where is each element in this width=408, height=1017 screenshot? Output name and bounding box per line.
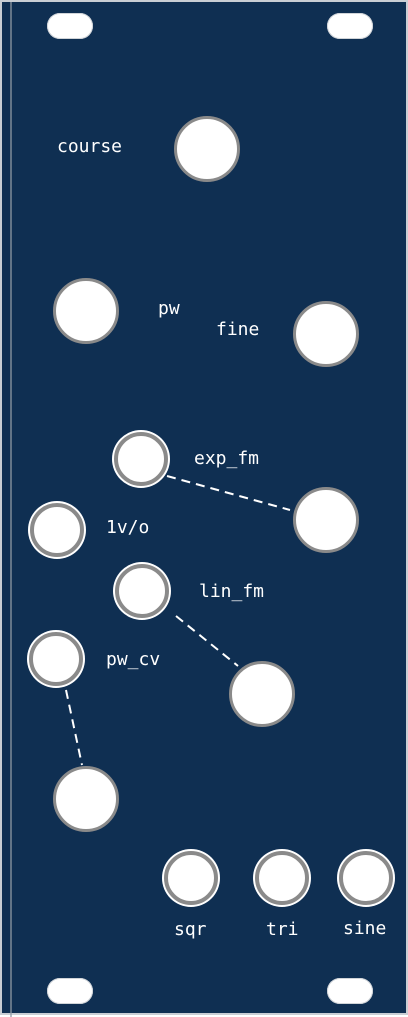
- fine-knob[interactable]: [293, 301, 359, 367]
- mounting-slot-bottom-right: [327, 978, 373, 1004]
- sine-output-jack[interactable]: [339, 851, 393, 905]
- fine-label: fine: [216, 319, 260, 340]
- pw-cv-label: pw_cv: [106, 649, 161, 670]
- pw-knob[interactable]: [53, 278, 119, 344]
- lin-fm-attenuator-knob[interactable]: [229, 661, 295, 727]
- lin-fm-input-jack[interactable]: [115, 564, 169, 618]
- sine-label: sine: [343, 918, 387, 939]
- pw-cv-input-jack[interactable]: [29, 632, 83, 686]
- lin-fm-connector-line: [175, 615, 239, 667]
- sqr-output-jack[interactable]: [164, 851, 218, 905]
- sqr-label: sqr: [174, 919, 207, 940]
- pw-cv-connector-line: [65, 689, 83, 766]
- mounting-slot-bottom-left: [47, 978, 93, 1004]
- exp-fm-label: exp_fm: [194, 448, 260, 469]
- pw-cv-attenuator-knob[interactable]: [53, 766, 119, 832]
- course-label: course: [57, 136, 123, 157]
- exp-fm-attenuator-knob[interactable]: [293, 487, 359, 553]
- tri-label: tri: [266, 919, 299, 940]
- tri-output-jack[interactable]: [255, 851, 309, 905]
- mounting-slot-top-right: [327, 13, 373, 39]
- exp-fm-connector-line: [166, 475, 291, 511]
- panel-edge-rail: [10, 2, 12, 1017]
- v-oct-label: 1v/o: [106, 517, 150, 538]
- exp-fm-input-jack[interactable]: [114, 432, 168, 486]
- course-knob[interactable]: [174, 116, 240, 182]
- mounting-slot-top-left: [47, 13, 93, 39]
- pw-label: pw: [158, 298, 180, 319]
- lin-fm-label: lin_fm: [199, 581, 265, 602]
- v-oct-input-jack[interactable]: [30, 503, 84, 557]
